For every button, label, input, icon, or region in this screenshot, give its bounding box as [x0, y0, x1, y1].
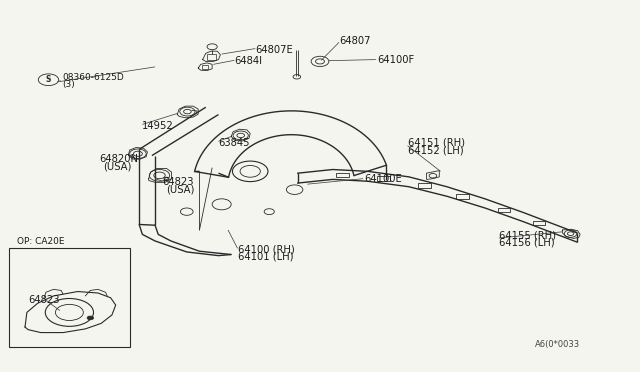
Bar: [532, 221, 545, 225]
Bar: [202, 65, 209, 69]
Text: 64151 (RH): 64151 (RH): [408, 138, 465, 148]
Text: 64820N: 64820N: [99, 154, 138, 164]
Bar: [419, 183, 431, 188]
Text: 64100 (RH): 64100 (RH): [237, 244, 294, 254]
Bar: [498, 208, 510, 212]
Bar: [336, 173, 349, 177]
Text: 64100E: 64100E: [364, 174, 402, 185]
Text: OP: CA20E: OP: CA20E: [17, 237, 64, 246]
Text: 63845: 63845: [218, 138, 250, 148]
Bar: [207, 54, 216, 60]
Bar: [377, 176, 390, 181]
Text: 64823: 64823: [163, 177, 194, 187]
Text: 6484I: 6484I: [234, 57, 262, 67]
Text: 64156 (LH): 64156 (LH): [499, 238, 554, 248]
Text: (USA): (USA): [166, 185, 195, 195]
Text: 14952: 14952: [142, 121, 174, 131]
Text: 64155 (RH): 64155 (RH): [499, 231, 556, 240]
Text: 64101 (LH): 64101 (LH): [237, 251, 293, 262]
Text: 64152 (LH): 64152 (LH): [408, 145, 463, 155]
Text: A6(0*0033: A6(0*0033: [534, 340, 580, 349]
Text: S: S: [46, 75, 51, 84]
Text: 08360-6125D: 08360-6125D: [63, 73, 124, 82]
Text: (USA): (USA): [103, 161, 131, 171]
Text: (3): (3): [63, 80, 75, 89]
Bar: [456, 194, 469, 199]
Bar: [9, 248, 130, 347]
Text: 64807: 64807: [339, 36, 371, 46]
Circle shape: [87, 316, 93, 320]
Text: 64807E: 64807E: [255, 45, 293, 55]
Text: 64100F: 64100F: [377, 55, 414, 65]
Text: 64823: 64823: [28, 295, 60, 305]
